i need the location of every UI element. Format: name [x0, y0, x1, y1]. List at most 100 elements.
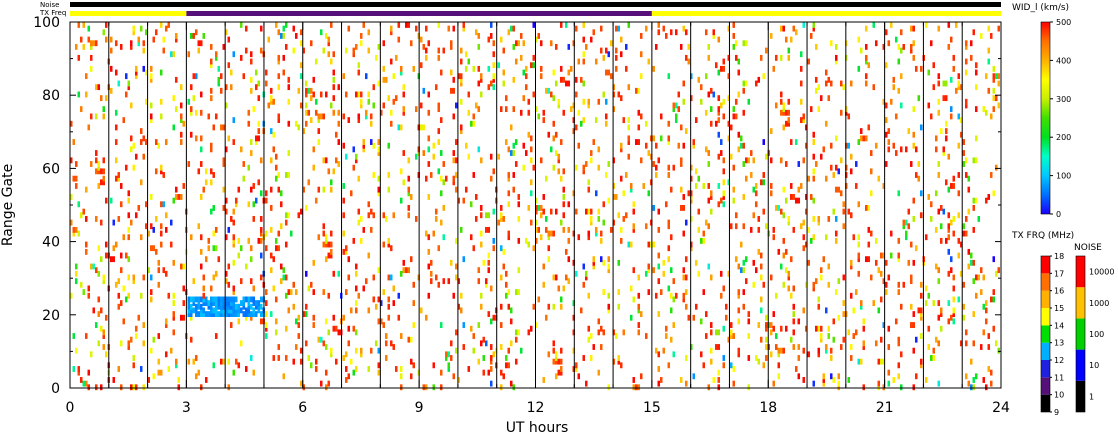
range-cell — [487, 369, 490, 376]
range-cell — [410, 256, 413, 263]
range-cell — [682, 292, 685, 299]
range-cell — [820, 153, 823, 160]
range-cell — [225, 208, 228, 215]
range-cell — [222, 157, 225, 164]
range-cell — [532, 91, 535, 98]
range-cell — [357, 175, 360, 182]
range-cell — [545, 226, 548, 233]
range-cell — [690, 190, 693, 197]
range-cell — [542, 208, 545, 215]
range-cell — [250, 245, 253, 252]
range-cell — [342, 355, 345, 361]
range-cell — [942, 95, 945, 102]
range-cell — [987, 194, 990, 200]
range-cell — [577, 58, 580, 65]
range-cell — [450, 259, 453, 266]
range-cell — [627, 117, 630, 124]
range-cell — [240, 278, 243, 285]
range-cell — [222, 186, 225, 193]
range-cell — [947, 248, 950, 255]
range-cell — [85, 91, 88, 98]
range-cell — [912, 106, 915, 113]
range-cell — [112, 219, 115, 226]
range-cell — [182, 285, 185, 292]
range-cell — [345, 289, 348, 296]
range-cell — [535, 205, 538, 211]
range-cell — [355, 263, 358, 270]
range-cell — [175, 32, 178, 39]
range-cell — [277, 230, 280, 237]
range-cell — [160, 22, 163, 28]
range-cell — [257, 303, 260, 310]
range-cell — [812, 168, 815, 175]
range-cell — [390, 274, 393, 281]
range-cell — [302, 186, 305, 193]
range-cell — [515, 329, 518, 336]
range-cell — [557, 369, 560, 376]
range-cell — [920, 212, 923, 219]
range-cell — [672, 278, 675, 285]
range-cell — [795, 139, 798, 145]
range-cell — [920, 65, 923, 72]
range-cell — [700, 351, 703, 358]
range-cell — [910, 43, 913, 50]
range-cell — [287, 150, 290, 156]
range-cell — [437, 54, 440, 61]
range-cell — [842, 84, 845, 91]
range-cell — [952, 311, 955, 317]
range-cell — [342, 212, 345, 219]
range-cell — [737, 131, 740, 138]
range-cell — [492, 314, 495, 321]
range-cell — [427, 248, 430, 255]
range-cell — [437, 102, 440, 109]
range-cell — [460, 73, 463, 80]
range-cell — [472, 347, 475, 354]
range-cell — [97, 84, 100, 91]
range-cell — [905, 146, 908, 153]
range-cell — [105, 314, 108, 321]
range-cell — [875, 259, 878, 266]
range-cell — [210, 208, 213, 215]
txfreq-colorbar-band — [1041, 394, 1050, 412]
range-cell — [787, 117, 790, 124]
range-cell — [257, 300, 260, 307]
range-cell — [550, 208, 553, 215]
range-cell — [605, 47, 608, 54]
range-cell — [597, 164, 600, 171]
range-cell — [247, 300, 250, 307]
range-cell — [702, 289, 705, 296]
range-cell — [460, 307, 463, 314]
range-cell — [657, 311, 660, 317]
range-cell — [730, 124, 733, 131]
range-cell — [710, 358, 713, 365]
range-cell — [865, 80, 868, 87]
range-cell — [797, 186, 800, 193]
range-cell — [455, 157, 458, 164]
range-cell — [232, 300, 235, 307]
range-cell — [392, 73, 395, 80]
range-cell — [852, 307, 855, 314]
range-cell — [870, 190, 873, 197]
range-cell — [995, 95, 998, 102]
range-cell — [310, 40, 313, 47]
range-cell — [217, 303, 220, 310]
range-cell — [252, 296, 255, 303]
range-cell — [312, 314, 315, 321]
range-cell — [750, 150, 753, 156]
range-cell — [327, 252, 330, 259]
range-cell — [92, 40, 95, 47]
range-cell — [977, 274, 980, 281]
range-cell — [235, 307, 238, 314]
range-cell — [682, 274, 685, 281]
range-cell — [172, 197, 175, 204]
range-cell — [102, 278, 105, 285]
range-cell — [270, 186, 273, 193]
range-cell — [210, 303, 213, 310]
range-cell — [397, 292, 400, 299]
range-cell — [187, 98, 190, 105]
range-cell — [730, 333, 733, 339]
range-cell — [215, 307, 218, 314]
range-cell — [277, 172, 280, 178]
range-cell — [700, 318, 703, 325]
range-cell — [207, 245, 210, 252]
